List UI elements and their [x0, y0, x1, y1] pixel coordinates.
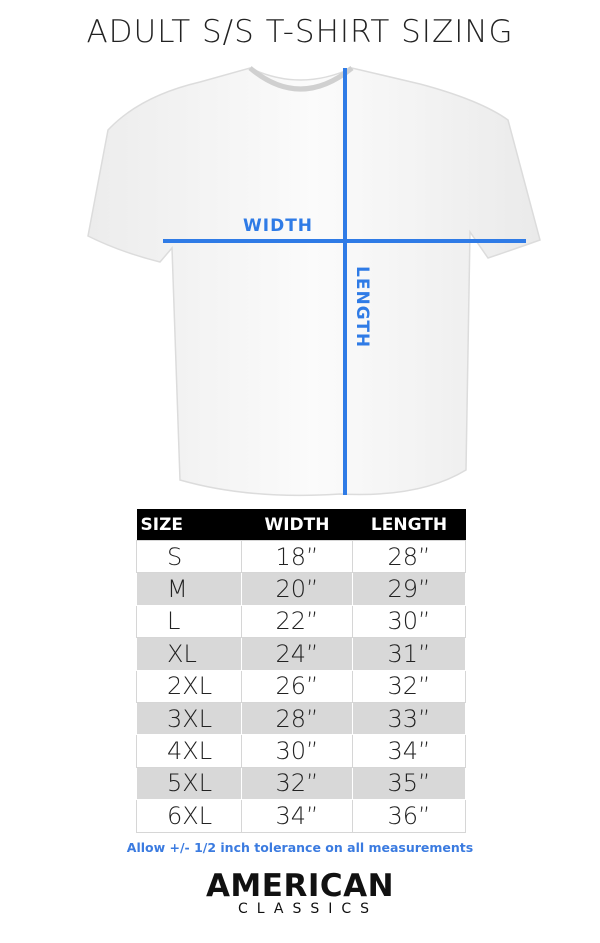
brand-line1: AMERICAN: [205, 868, 395, 904]
width-cell: 22”: [241, 604, 353, 639]
tshirt-shape: [87, 67, 541, 497]
size-cell: 3XL: [136, 701, 242, 736]
size-cell: L: [136, 604, 242, 639]
header-size: SIZE: [136, 509, 242, 541]
table-row: M 20” 29”: [136, 572, 466, 606]
width-cell: 24”: [241, 637, 353, 671]
brand-line2: CLASSICS: [237, 901, 379, 917]
length-cell: 29”: [352, 572, 466, 606]
length-cell: 28”: [352, 539, 466, 574]
width-label: WIDTH: [243, 216, 314, 236]
length-cell: 33”: [352, 701, 466, 736]
tolerance-note: Allow +/- 1/2 inch tolerance on all meas…: [126, 840, 474, 855]
size-cell: 6XL: [136, 799, 242, 833]
table-header: SIZE WIDTH LENGTH: [136, 509, 466, 541]
width-cell: 34”: [241, 799, 353, 833]
size-cell: 2XL: [136, 669, 242, 703]
length-cell: 31”: [352, 637, 466, 671]
table-row: L 22” 30”: [136, 604, 466, 639]
length-cell: 30”: [352, 604, 466, 639]
width-cell: 18”: [241, 539, 353, 574]
length-cell: 35”: [352, 766, 466, 801]
length-label: LENGTH: [352, 266, 372, 349]
size-cell: 5XL: [136, 766, 242, 801]
table-row: 3XL 28” 33”: [136, 701, 466, 736]
width-cell: 26”: [241, 669, 353, 703]
table-row: 6XL 34” 36”: [136, 799, 466, 833]
width-cell: 20”: [241, 572, 353, 606]
page-title: ADULT S/S T-SHIRT SIZING: [86, 14, 514, 50]
size-cell: XL: [136, 637, 242, 671]
table-row: 2XL 26” 32”: [136, 669, 466, 703]
width-cell: 30”: [241, 734, 353, 768]
table-row: XL 24” 31”: [136, 637, 466, 671]
table-row: 5XL 32” 35”: [136, 766, 466, 801]
table-row: S 18” 28”: [136, 539, 466, 574]
length-cell: 34”: [352, 734, 466, 768]
width-cell: 32”: [241, 766, 353, 801]
size-cell: S: [136, 539, 242, 574]
size-cell: 4XL: [136, 734, 242, 768]
width-cell: 28”: [241, 701, 353, 736]
table-row: 4XL 30” 34”: [136, 734, 466, 768]
length-cell: 32”: [352, 669, 466, 703]
tshirt-diagram: [87, 66, 541, 497]
header-width: WIDTH: [241, 509, 353, 541]
header-length: LENGTH: [352, 509, 466, 541]
size-table: SIZE WIDTH LENGTH S 18” 28” M 20” 29” L 22” 30” X…: [136, 509, 466, 833]
size-cell: M: [136, 572, 242, 606]
length-cell: 36”: [352, 799, 466, 833]
